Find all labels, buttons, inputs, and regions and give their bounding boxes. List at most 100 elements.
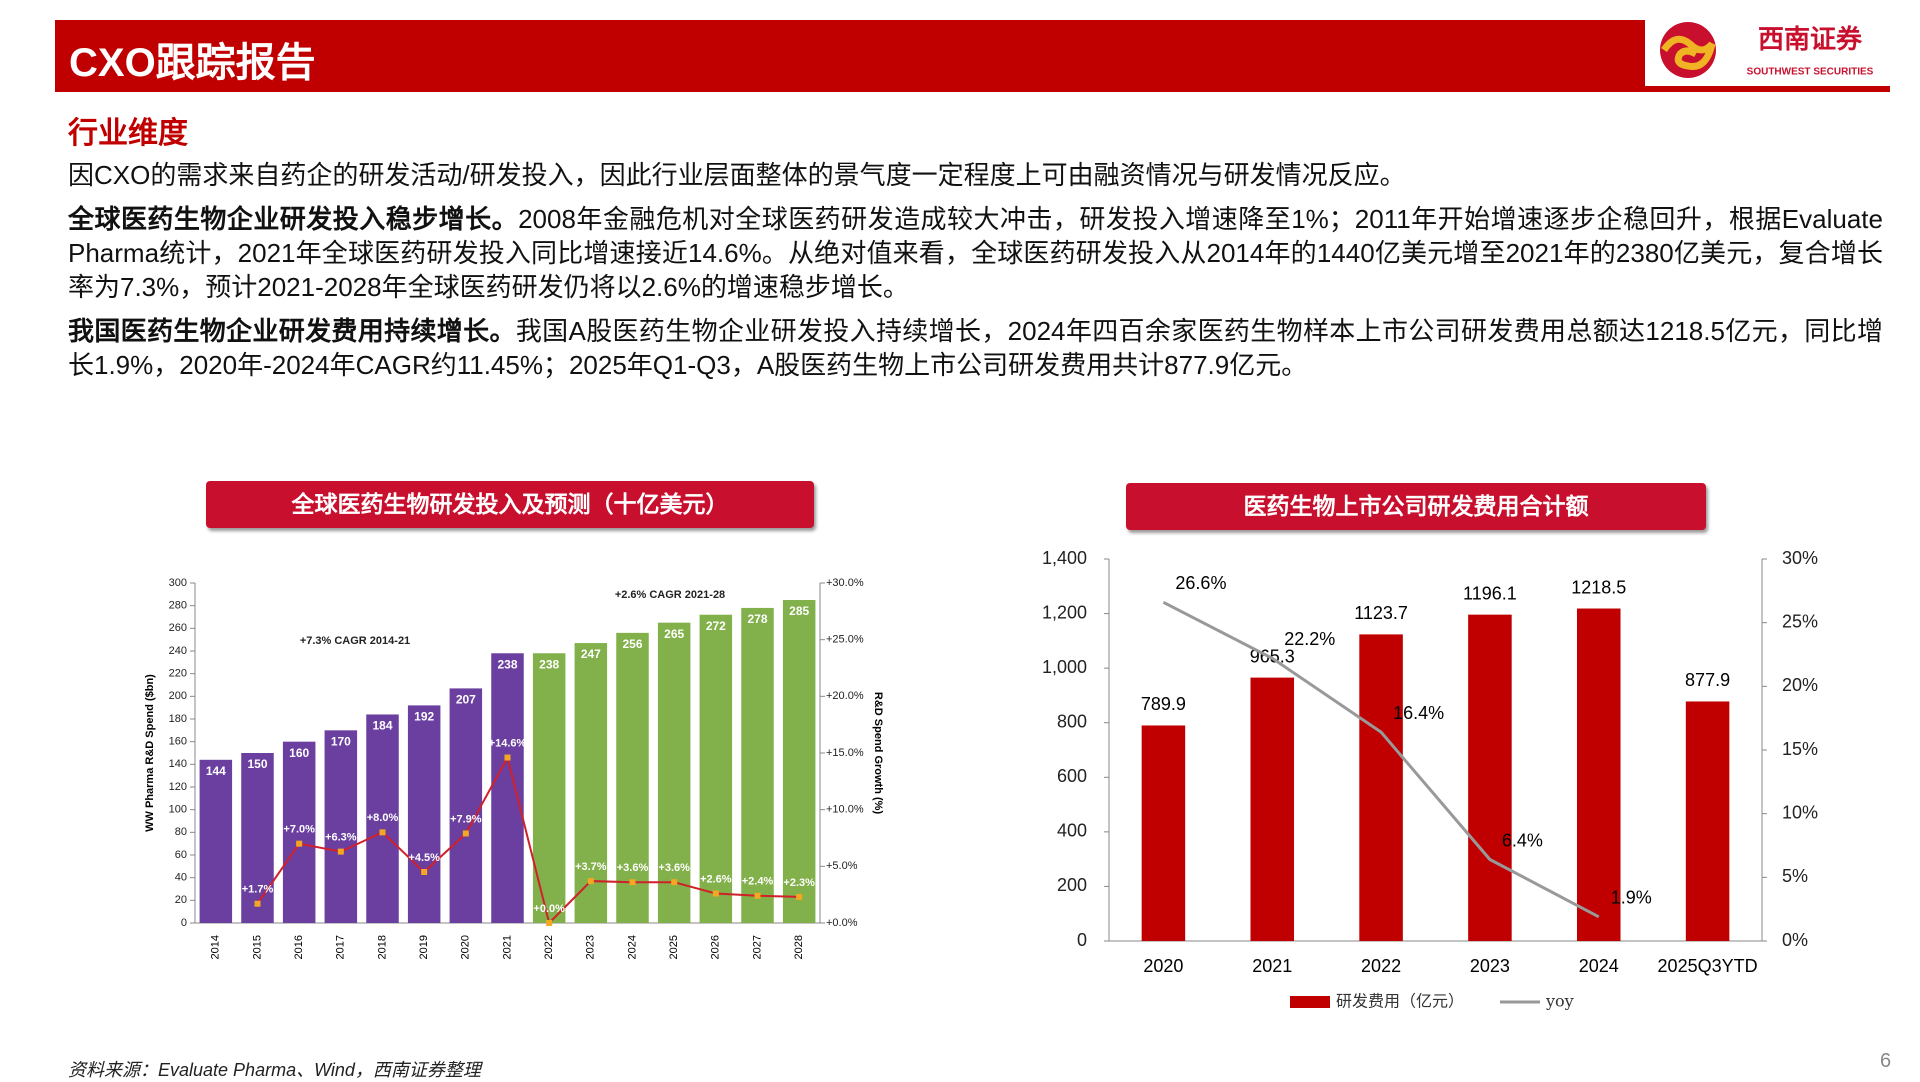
header-line — [55, 86, 1890, 92]
section-title: 行业维度 — [68, 117, 188, 150]
x-tick-label: 2020 — [460, 935, 472, 959]
y-tick-label: 120 — [169, 781, 187, 793]
marker — [504, 754, 511, 761]
x-tick-label: 2027 — [751, 935, 763, 959]
bar — [657, 622, 691, 923]
x-tick-label: 2017 — [335, 935, 347, 959]
y-tick-label: 1,400 — [1042, 548, 1087, 568]
bar — [1141, 725, 1186, 941]
line-label: 6.4% — [1502, 830, 1543, 850]
chart-title: 全球医药生物研发投入及预测（十亿美元） — [206, 481, 814, 528]
line-label: 26.6% — [1175, 573, 1226, 593]
y-tick-label: 60 — [175, 849, 187, 861]
paragraph-lead: 我国医药生物企业研发费用持续增长。 — [68, 316, 516, 346]
bar — [532, 653, 566, 923]
line-label: +3.6% — [658, 862, 690, 874]
x-tick-label: 2014 — [210, 935, 222, 959]
source: 资料来源：Evaluate Pharma、Wind，西南证券整理 — [68, 1060, 481, 1080]
bar — [1685, 701, 1730, 941]
x-tick-label: 2025Q3YTD — [1658, 956, 1758, 976]
paragraph-text: 2008年金融危机对全球医药研发造成较大冲击，研发投入增速降至1%；2011年开… — [68, 204, 1883, 302]
bar — [324, 730, 358, 923]
marker — [629, 879, 636, 886]
bar-label: 192 — [414, 710, 434, 724]
bar-label: 207 — [456, 693, 476, 707]
y-tick-label: 200 — [1057, 875, 1087, 895]
bar-label: 184 — [372, 719, 392, 733]
annotation: +2.6% CAGR 2021-28 — [615, 589, 725, 601]
y-tick-label: 280 — [169, 600, 187, 612]
x-tick-label: 2023 — [585, 935, 597, 959]
line — [256, 754, 800, 925]
paragraph-text: 因CXO的需求来自药企的研发活动/研发投入，因此行业层面整体的景气度一定程度上可… — [68, 160, 1406, 190]
y2-tick-label: 25% — [1782, 611, 1818, 631]
y2-tick-label: +25.0% — [826, 634, 864, 646]
marker — [379, 829, 386, 836]
page-number: 6 — [1880, 1050, 1892, 1072]
y-tick-label: 1,000 — [1042, 657, 1087, 677]
paragraph: 全球医药生物企业研发投入稳步增长。2008年金融危机对全球医药研发造成较大冲击，… — [68, 202, 1883, 304]
line-label: +6.3% — [325, 832, 357, 844]
header-bar: CXO跟踪报告 — [55, 20, 1645, 90]
logo: 西南证券 SOUTHWEST SECURITIES — [1650, 14, 1890, 86]
bar — [616, 632, 649, 923]
bar — [574, 643, 608, 923]
header-title: CXO跟踪报告 — [69, 41, 316, 85]
line-label: +8.0% — [367, 812, 399, 824]
y2-axis-label: R&D Spend Growth (%) — [872, 692, 884, 815]
marker — [254, 900, 261, 907]
y-tick-label: 160 — [169, 736, 187, 748]
bar — [449, 688, 483, 923]
y2-tick-label: +10.0% — [826, 804, 864, 816]
y-tick-label: 1,200 — [1042, 602, 1087, 622]
bar — [491, 653, 524, 923]
y2-tick-label: +15.0% — [826, 747, 864, 759]
marker — [712, 890, 719, 897]
y-tick-label: 0 — [1077, 930, 1087, 950]
x-tick-label: 2021 — [1252, 956, 1292, 976]
x-tick-label: 2020 — [1143, 956, 1183, 976]
logo-en: SOUTHWEST SECURITIES — [1747, 67, 1874, 78]
y-tick-label: 180 — [169, 713, 187, 725]
bar — [782, 600, 816, 923]
bar — [282, 741, 316, 923]
y-tick-label: 20 — [175, 894, 187, 906]
paragraph-lead: 全球医药生物企业研发投入稳步增长。 — [68, 204, 519, 234]
marker — [754, 892, 761, 899]
bar-label: 1196.1 — [1463, 583, 1517, 603]
marker — [462, 830, 469, 837]
paragraph: 我国医药生物企业研发费用持续增长。我国A股医药生物企业研发投入持续增长，2024… — [68, 314, 1883, 382]
legend-label: yoy — [1545, 992, 1574, 1011]
x-tick-label: 2022 — [543, 935, 555, 959]
y-tick-label: 240 — [169, 645, 187, 657]
y2-tick-label: +30.0% — [826, 577, 864, 589]
y2-tick-label: +0.0% — [826, 917, 858, 929]
y-tick-label: 800 — [1057, 711, 1087, 731]
y-tick-label: 80 — [175, 826, 187, 838]
bar-label: 877.9 — [1685, 670, 1730, 690]
x-tick-label: 2015 — [251, 935, 263, 959]
y-tick-label: 600 — [1057, 766, 1087, 786]
bar — [241, 753, 274, 923]
line-label: +14.6% — [489, 737, 527, 749]
paragraph: 因CXO的需求来自药企的研发活动/研发投入，因此行业层面整体的景气度一定程度上可… — [68, 158, 1883, 192]
y2-tick-label: 30% — [1782, 548, 1818, 568]
bar-label: 170 — [331, 735, 351, 749]
bar-label: 285 — [789, 604, 809, 618]
bar-label: 238 — [539, 657, 559, 671]
y-tick-label: 400 — [1057, 821, 1087, 841]
marker — [796, 893, 803, 900]
line-label: +4.5% — [408, 852, 440, 864]
x-tick-label: 2019 — [418, 935, 430, 959]
annotation: +7.3% CAGR 2014-21 — [300, 635, 410, 647]
bar — [407, 705, 441, 923]
legend-label: 研发费用（亿元） — [1336, 992, 1464, 1011]
line-label: +3.6% — [617, 862, 649, 874]
y2-tick-label: 10% — [1782, 802, 1818, 822]
x-tick-label: 2018 — [376, 935, 388, 959]
x-tick-label: 2021 — [501, 935, 513, 959]
y2-tick-label: 15% — [1782, 739, 1818, 759]
paragraph-text: 我国A股医药生物企业研发投入持续增长，2024年四百余家医药生物样本上市公司研发… — [68, 316, 1883, 380]
y-tick-label: 140 — [169, 758, 187, 770]
marker — [337, 848, 344, 855]
